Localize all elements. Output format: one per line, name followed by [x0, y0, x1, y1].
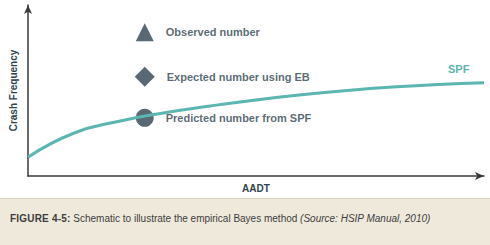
svg-text:Expected number using EB: Expected number using EB — [167, 71, 310, 83]
svg-text:Observed number: Observed number — [166, 26, 261, 38]
svg-text:Crash Frequency: Crash Frequency — [8, 49, 19, 131]
svg-text:AADT: AADT — [242, 183, 270, 194]
svg-text:Predicted number from SPF: Predicted number from SPF — [166, 112, 312, 124]
svg-text:SPF: SPF — [448, 63, 470, 75]
html-text:FIGURE 4-5: Schematic to illus: FIGURE 4-5: Schematic to illustrate the … — [10, 213, 431, 224]
